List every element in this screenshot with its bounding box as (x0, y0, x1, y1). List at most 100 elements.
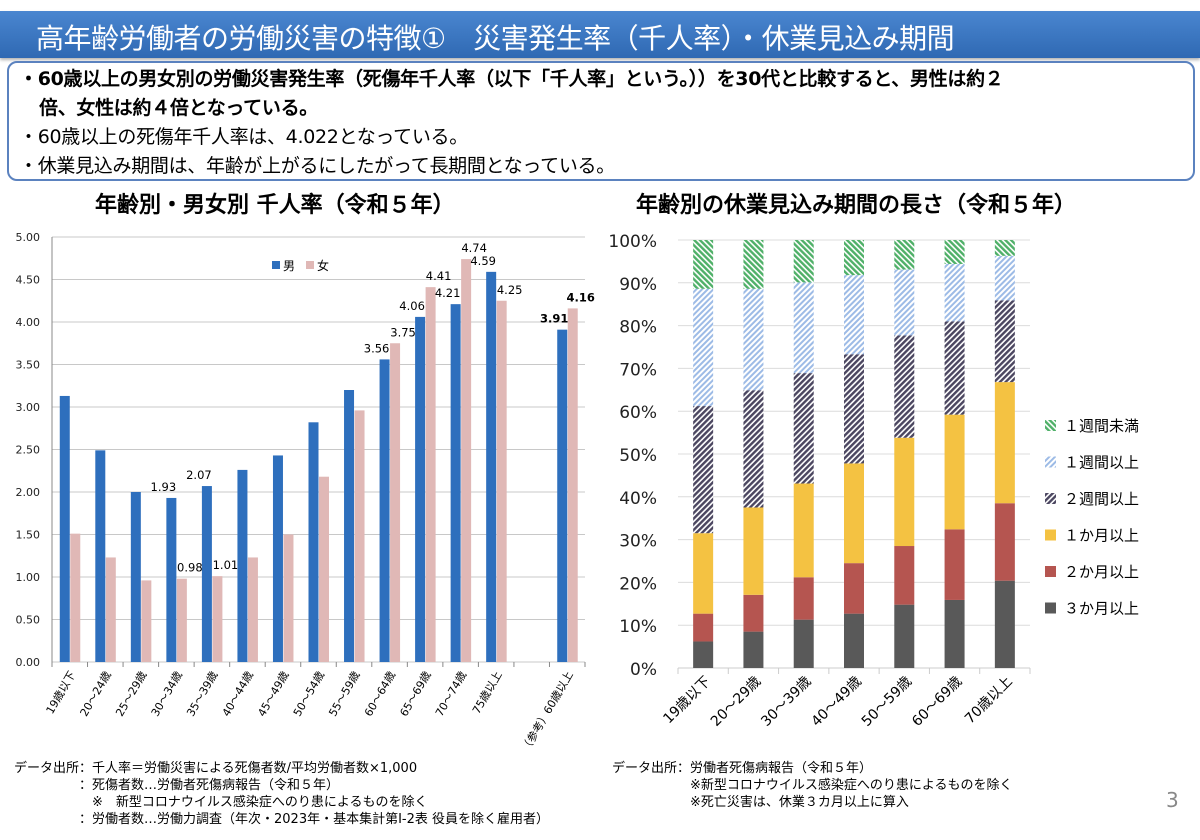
data-label: 4.21 (435, 286, 461, 300)
bar-male (272, 455, 283, 662)
stacked-segment (944, 321, 965, 415)
stacked-segment (994, 503, 1015, 581)
stacked-segment (994, 240, 1015, 256)
stacked-segment (793, 282, 814, 374)
data-label: 4.41 (426, 269, 452, 283)
y-tick-label: 0.50 (16, 614, 41, 627)
legend-swatch (1045, 529, 1056, 541)
page-title: 高年齢労働者の労働災害の特徴① 災害発生率（千人率）・休業見込み期間 (36, 22, 955, 55)
bar-female (105, 557, 116, 662)
data-label: 4.06 (399, 299, 425, 313)
data-label: 4.74 (461, 241, 487, 255)
y-tick-label: 1.00 (16, 571, 41, 584)
y-tick-label: 4.00 (16, 316, 41, 329)
stacked-segment (693, 240, 714, 289)
stacked-segment (844, 240, 864, 276)
bar-male (95, 450, 106, 662)
bar-female (461, 259, 472, 662)
left-chart-title: 年齢別・男女別 千人率（令和５年） (95, 193, 455, 218)
bar-female (496, 300, 507, 662)
title-bar: 高年齢労働者の労働災害の特徴① 災害発生率（千人率）・休業見込み期間 (0, 11, 1200, 58)
legend-label: 男 (283, 259, 295, 273)
summary-line: ・60歳以上の男女別の労働災害発生率（死傷年千人率（以下「千人率」という。））を… (19, 68, 1004, 90)
summary-box: ・60歳以上の男女別の労働災害発生率（死傷年千人率（以下「千人率」という。））を… (7, 61, 1195, 181)
y-tick-label: 2.00 (16, 486, 41, 499)
stacked-segment (944, 529, 965, 600)
x-tick-label: （参考）60歳以上 (518, 669, 576, 755)
data-label: 4.59 (470, 254, 496, 268)
summary-line: ・60歳以上の死傷年千人率は、4.022となっている。 (19, 126, 468, 148)
y-tick-label: 0% (630, 660, 657, 680)
y-tick-label: 3.50 (16, 359, 41, 372)
stacked-segment (693, 406, 714, 534)
summary-line: ・休業見込み期間は、年齢が上がるにしたがって長期間となっている。 (19, 155, 615, 177)
bar-female (567, 308, 578, 662)
stacked-segment (994, 580, 1015, 668)
bar-male (557, 329, 568, 662)
stacked-segment (693, 288, 714, 407)
x-tick-label: 19歳以下 (660, 674, 714, 728)
x-tick-label: 70～74歳 (433, 669, 469, 719)
y-tick-label: 10% (619, 617, 657, 637)
bar-male (415, 316, 426, 662)
stacked-segment (894, 335, 915, 438)
data-label: 1.93 (151, 480, 177, 494)
bar-male (201, 486, 212, 662)
legend-swatch (1045, 493, 1056, 504)
y-tick-label: 80% (619, 318, 657, 338)
x-tick-label: 65～69歳 (397, 669, 433, 719)
summary-line: 倍、女性は約４倍となっている。 (39, 97, 318, 119)
stacked-segment (793, 240, 814, 283)
y-tick-label: 50% (619, 446, 657, 466)
stacked-segment (844, 613, 864, 668)
bar-male (344, 390, 355, 662)
stacked-segment (944, 414, 965, 530)
y-tick-label: 60% (619, 403, 657, 423)
stacked-segment (793, 619, 814, 668)
data-label: 3.75 (390, 325, 416, 339)
bar-female (390, 343, 401, 662)
bar-male (59, 395, 70, 662)
bar-male (130, 492, 141, 662)
bar-male (166, 497, 177, 662)
stacked-segment (994, 255, 1015, 301)
stacked-segment (944, 240, 965, 264)
stacked-segment (844, 354, 864, 464)
bar-male (237, 469, 248, 662)
stacked-segment (994, 300, 1015, 383)
stacked-segment (743, 631, 764, 668)
y-tick-label: 40% (619, 489, 657, 509)
x-tick-label: 20～24歳 (78, 669, 114, 719)
legend-label: 女 (317, 258, 329, 273)
bar-female (70, 533, 81, 662)
y-tick-label: 5.00 (16, 231, 41, 244)
y-tick-label: 4.50 (16, 274, 41, 287)
stacked-segment (793, 483, 814, 578)
bar-female (212, 576, 223, 662)
bar-female (319, 476, 329, 662)
bar-male (308, 422, 319, 662)
y-tick-label: 2.50 (16, 444, 41, 457)
data-label: 0.98 (177, 561, 203, 575)
bar-female (354, 410, 365, 662)
x-tick-label: 60～69歳 (909, 674, 965, 730)
stacked-segment (743, 390, 764, 508)
bar-male (450, 304, 461, 662)
legend-label: １週間未満 (1064, 417, 1139, 435)
x-tick-label: 35～39歳 (184, 669, 220, 719)
stacked-segment (743, 594, 764, 632)
y-tick-label: 3.00 (16, 401, 41, 414)
data-label: 3.91 (540, 312, 568, 326)
data-label: 3.56 (364, 341, 390, 355)
y-tick-label: 30% (619, 532, 657, 552)
y-tick-label: 0.00 (16, 656, 41, 669)
stacked-segment (944, 263, 965, 322)
legend-swatch (272, 261, 280, 269)
data-label: 4.25 (497, 283, 523, 297)
x-tick-label: 50～59歳 (859, 674, 915, 730)
stacked-segment (693, 641, 714, 668)
legend-swatch (1045, 456, 1056, 468)
stacked-segment (693, 533, 714, 614)
stacked-segment (844, 275, 864, 355)
